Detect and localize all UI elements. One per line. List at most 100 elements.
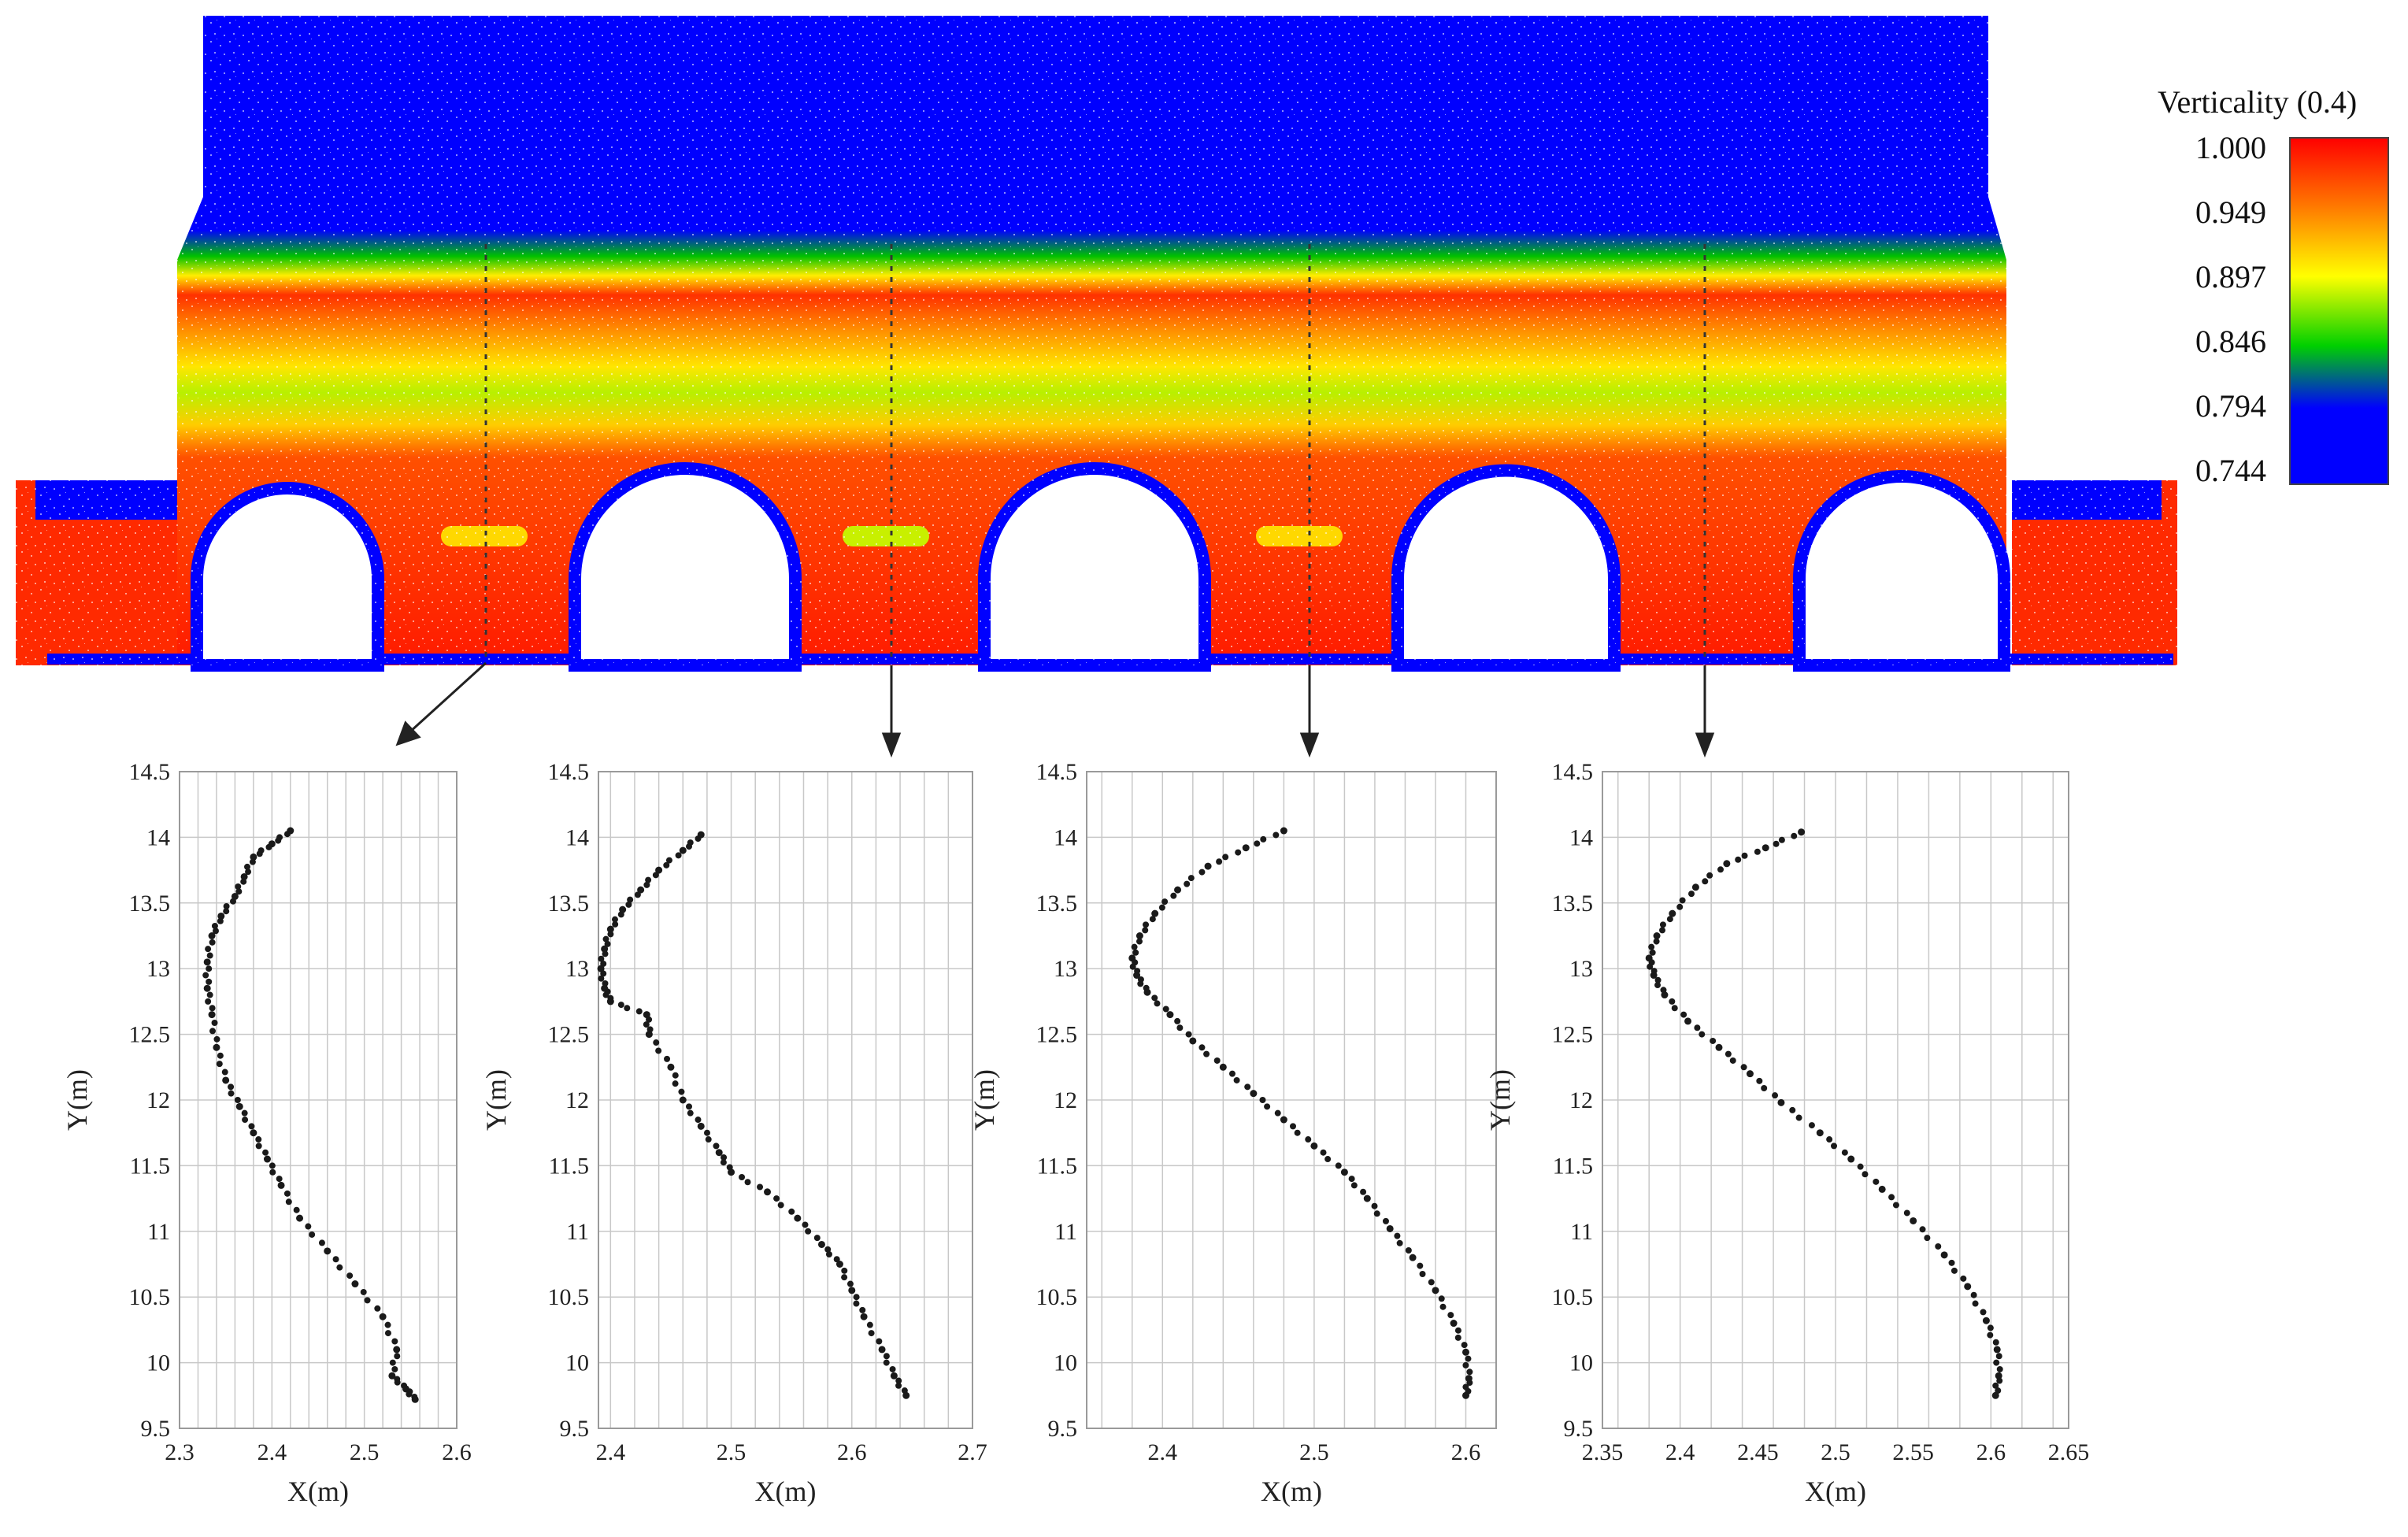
data-point <box>697 1122 705 1130</box>
data-point <box>276 1176 283 1183</box>
data-point <box>265 843 272 850</box>
data-point <box>202 972 209 979</box>
y-tick-label: 14 <box>1569 824 1593 850</box>
x-tick-label: 2.5 <box>1821 1439 1850 1465</box>
y-tick-label: 11 <box>147 1219 170 1245</box>
y-tick-label: 13.5 <box>129 891 171 917</box>
data-point <box>285 1198 292 1206</box>
data-point <box>1305 1136 1312 1143</box>
data-point <box>889 1365 896 1372</box>
data-point <box>1386 1224 1394 1232</box>
x-tick-label: 2.5 <box>1299 1439 1329 1465</box>
data-point <box>1903 1209 1910 1217</box>
data-point <box>678 1088 685 1095</box>
y-tick-label: 13.5 <box>1552 891 1594 917</box>
data-point <box>275 837 282 844</box>
x-tick-label: 2.35 <box>1582 1439 1624 1465</box>
data-point <box>1294 1129 1301 1136</box>
data-point <box>211 1020 218 1027</box>
data-point <box>360 1288 367 1295</box>
data-point <box>1260 835 1267 843</box>
data-point <box>607 931 614 938</box>
data-point <box>1992 1339 1999 1346</box>
data-point <box>1995 1353 2002 1360</box>
y-tick-label: 10 <box>1569 1350 1593 1376</box>
y-tick-label: 9.5 <box>1564 1416 1594 1442</box>
x-tick-label: 2.55 <box>1892 1439 1934 1465</box>
data-point <box>1935 1243 1942 1250</box>
data-point <box>1143 921 1150 928</box>
plot-frame <box>1086 771 1497 1429</box>
data-point <box>1676 903 1684 910</box>
data-point <box>1710 1037 1717 1044</box>
data-point <box>606 925 614 933</box>
data-point <box>1454 1334 1461 1341</box>
data-point <box>1653 938 1660 945</box>
data-point <box>269 1168 276 1176</box>
data-point <box>203 984 211 992</box>
data-point <box>1987 1324 1994 1331</box>
data-point <box>318 1239 325 1246</box>
data-point <box>1438 1295 1445 1302</box>
data-point <box>1135 932 1143 939</box>
data-point <box>1669 909 1676 917</box>
data-point <box>211 922 218 929</box>
verticality-point-cloud <box>16 16 2177 672</box>
data-point <box>1409 1254 1417 1261</box>
data-point <box>602 950 609 957</box>
data-point <box>217 912 225 920</box>
data-point <box>679 1096 687 1104</box>
data-point <box>206 965 213 972</box>
data-point <box>895 1382 902 1389</box>
data-point <box>1798 828 1806 836</box>
data-point <box>1280 1116 1287 1124</box>
x-tick-label: 2.7 <box>958 1439 987 1465</box>
data-point <box>213 1043 220 1051</box>
data-point <box>1274 1109 1281 1117</box>
x-tick-label: 2.4 <box>1665 1439 1695 1465</box>
data-point <box>1756 1077 1763 1084</box>
data-point <box>242 1117 249 1124</box>
data-point <box>625 901 632 908</box>
data-point <box>1461 1342 1468 1349</box>
data-point <box>1831 1143 1837 1150</box>
x-axis-label: X(m) <box>287 1476 349 1507</box>
data-point <box>1715 1043 1723 1051</box>
data-point <box>1264 1103 1271 1110</box>
data-point <box>269 1162 276 1169</box>
data-point <box>728 1168 735 1176</box>
y-tick-label: 10.5 <box>1036 1284 1078 1310</box>
data-point <box>1972 1300 1979 1307</box>
colorbar-tick-label: 0.794 <box>2195 388 2266 424</box>
data-point <box>695 835 702 843</box>
data-point <box>1740 1064 1747 1071</box>
data-point <box>1158 904 1165 911</box>
data-point <box>665 857 672 864</box>
colorbar-title: Verticality (0.4) <box>2158 84 2357 120</box>
y-tick-label: 12.5 <box>129 1022 171 1048</box>
data-point <box>825 1250 832 1257</box>
data-point <box>895 1377 902 1384</box>
y-tick-label: 14.5 <box>1552 759 1594 785</box>
section-plot-3: 9.5 10 10.5 11 11.5 12 12.5 13 13.5 14 14.5 2.4 2.5 2… <box>969 759 1497 1507</box>
data-point <box>794 1214 802 1222</box>
data-point <box>817 1240 825 1248</box>
data-point <box>255 1143 262 1150</box>
data-point <box>208 1011 216 1019</box>
section-lines <box>484 244 1706 661</box>
data-point <box>249 858 256 865</box>
data-point <box>802 1221 809 1228</box>
y-tick-label: 12 <box>1054 1087 1077 1113</box>
data-point <box>635 1008 643 1015</box>
data-point <box>1189 1037 1197 1045</box>
data-point <box>1791 832 1798 839</box>
data-point <box>695 1117 702 1124</box>
data-point <box>1919 1226 1926 1233</box>
data-point <box>876 1338 883 1345</box>
x-tick-label: 2.6 <box>1976 1439 2006 1465</box>
point-noise <box>16 16 2177 665</box>
data-point <box>1659 927 1665 934</box>
y-tick-label: 13 <box>1054 956 1077 982</box>
data-point <box>384 1330 391 1337</box>
data-point <box>391 1365 398 1372</box>
